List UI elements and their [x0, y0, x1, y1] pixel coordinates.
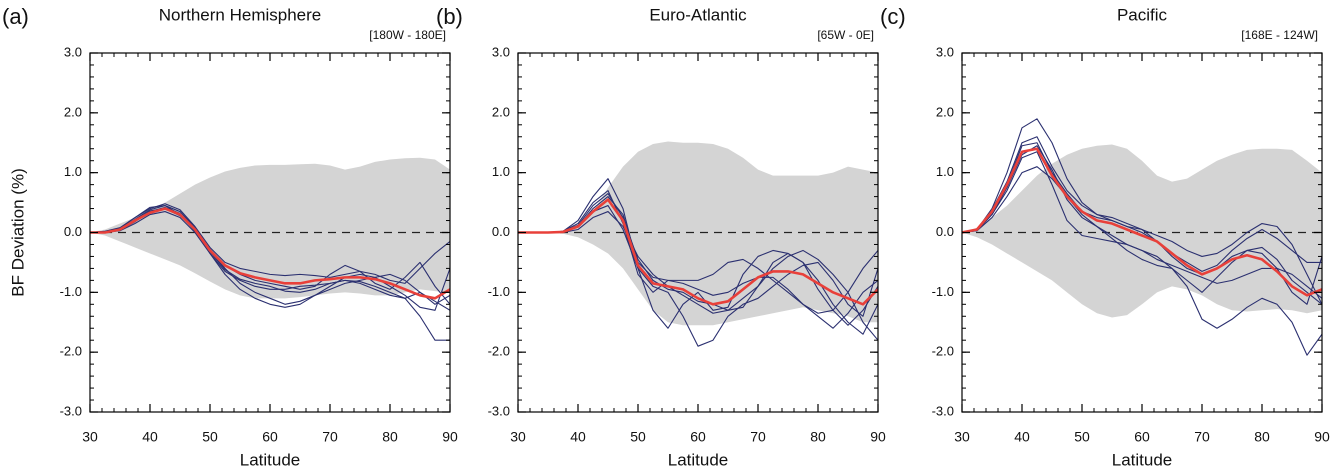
mean-line — [962, 147, 1322, 297]
panel-label: (c) — [880, 4, 906, 29]
x-tick-label: 80 — [1254, 429, 1270, 445]
member-line — [518, 211, 878, 341]
mean-line — [518, 198, 878, 306]
spread-band — [90, 157, 450, 299]
y-tick-label: -3.0 — [60, 403, 82, 418]
plot-area — [518, 141, 878, 347]
x-tick-label: 40 — [570, 429, 586, 445]
y-tick-label: 1.0 — [492, 164, 510, 179]
y-tick-label: 3.0 — [492, 44, 510, 59]
x-tick-label: 50 — [202, 429, 218, 445]
x-tick-label: 80 — [810, 429, 826, 445]
y-tick-label: 0.0 — [64, 224, 82, 239]
x-tick-label: 50 — [1074, 429, 1090, 445]
x-axis-title: Latitude — [668, 450, 729, 469]
x-axis-title: Latitude — [1112, 450, 1173, 469]
y-tick-label: 0.0 — [936, 224, 954, 239]
x-tick-label: 40 — [1014, 429, 1030, 445]
y-tick-label: -2.0 — [488, 344, 510, 359]
panel-label: (b) — [436, 4, 463, 29]
mean-line — [90, 207, 450, 300]
y-tick-label: -2.0 — [932, 344, 954, 359]
y-tick-label: 1.0 — [64, 164, 82, 179]
panel-title: Pacific — [1117, 5, 1168, 24]
x-tick-label: 70 — [1194, 429, 1210, 445]
x-axis-title: Latitude — [240, 450, 301, 469]
x-tick-label: 60 — [1134, 429, 1150, 445]
y-tick-label: -1.0 — [60, 284, 82, 299]
region-label: [168E - 124W] — [1241, 28, 1318, 42]
member-line — [90, 203, 450, 284]
panel-title: Euro-Atlantic — [649, 5, 747, 24]
member-line — [90, 205, 450, 305]
x-tick-label: 30 — [510, 429, 526, 445]
spread-band — [962, 144, 1322, 318]
region-label: [65W - 0E] — [817, 28, 874, 42]
member-line — [518, 190, 878, 314]
member-line — [962, 166, 1322, 356]
y-tick-label: 3.0 — [936, 44, 954, 59]
y-tick-label: -3.0 — [488, 403, 510, 418]
y-tick-label: 2.0 — [64, 104, 82, 119]
x-tick-label: 80 — [382, 429, 398, 445]
y-axis-title: BF Deviation (%) — [8, 168, 27, 296]
y-tick-label: -3.0 — [932, 403, 954, 418]
member-line — [962, 118, 1322, 272]
plot-area — [962, 118, 1322, 356]
x-tick-label: 50 — [630, 429, 646, 445]
y-tick-label: 2.0 — [492, 104, 510, 119]
y-tick-label: 3.0 — [64, 44, 82, 59]
panel-title: Northern Hemisphere — [159, 5, 322, 24]
panel: 30 40 50 60 70 80 90 3.0 2.0 1.0 0.0 -1.0 -2.0 -3.0 (c… — [880, 4, 1330, 470]
plot-area — [90, 157, 450, 341]
y-tick-label: -2.0 — [60, 344, 82, 359]
y-tick-label: -1.0 — [488, 284, 510, 299]
spread-band — [518, 141, 878, 326]
member-line — [90, 211, 450, 341]
member-line — [90, 205, 450, 305]
x-tick-label: 60 — [690, 429, 706, 445]
member-line — [518, 178, 878, 335]
x-tick-label: 40 — [142, 429, 158, 445]
y-tick-label: 1.0 — [936, 164, 954, 179]
y-tick-label: 0.0 — [492, 224, 510, 239]
region-label: [180W - 180E] — [369, 28, 446, 42]
member-line — [962, 136, 1322, 305]
x-tick-label: 30 — [954, 429, 970, 445]
x-tick-label: 90 — [1314, 429, 1330, 445]
y-tick-label: -1.0 — [932, 284, 954, 299]
y-tick-label: 2.0 — [936, 104, 954, 119]
x-tick-label: 70 — [750, 429, 766, 445]
x-tick-label: 30 — [82, 429, 98, 445]
x-tick-label: 70 — [322, 429, 338, 445]
x-tick-label: 90 — [442, 429, 458, 445]
panel: 30 40 50 60 70 80 90 3.0 2.0 1.0 0.0 -1.0 -2.0 -3.0 (a… — [2, 4, 458, 470]
panel-label: (a) — [2, 4, 29, 29]
panel: 30 40 50 60 70 80 90 3.0 2.0 1.0 0.0 -1.0 -2.0 -3.0 (b… — [436, 4, 886, 470]
x-tick-label: 90 — [870, 429, 886, 445]
member-line — [90, 208, 450, 311]
x-tick-label: 60 — [262, 429, 278, 445]
